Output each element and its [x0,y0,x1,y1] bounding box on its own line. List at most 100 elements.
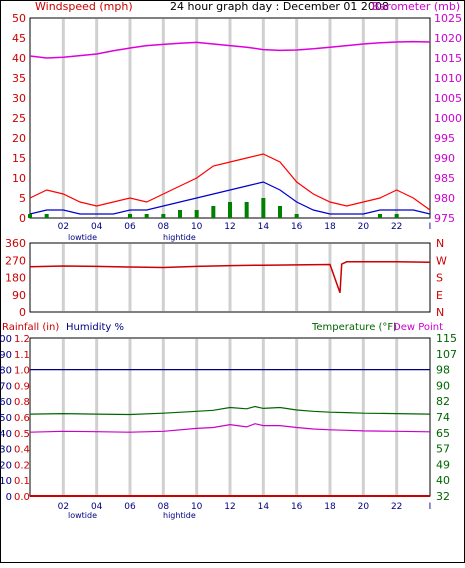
temperature-y-tick-label: 40 [436,474,450,487]
barometer-y-tick-label: 1020 [434,32,462,45]
wind-speed-axis-label: Windspeed (mph) [35,0,133,13]
compass-tick-label: S [436,272,443,285]
barometer-y-tick-label: 995 [434,132,455,145]
wind-gust-bar [261,198,266,218]
temperature-y-tick-label: 115 [436,332,457,345]
x-tick-label: 10 [191,222,203,232]
humidity-y-tick-label: 100 [0,334,12,345]
rainfall-y-tick-label: 1.0 [14,366,30,377]
direction-y-tick-label: 270 [5,254,26,267]
temperature-y-tick-label: 98 [436,364,450,377]
humidity-y-tick-label: 50 [0,413,12,424]
rainfall-y-tick-label: 0.0 [14,492,30,503]
tide-label-lowtide-2: lowtide [68,511,97,520]
rainfall-y-tick-label: 0.4 [14,445,30,456]
barometer-axis-label: Barometer (mb) [372,0,460,13]
barometer-y-tick-label: 980 [434,192,455,205]
humidity-y-tick-label: 10 [0,476,12,487]
humidity-y-tick-label: 20 [0,460,12,471]
direction-y-tick-label: 90 [12,289,26,302]
wind-y-tick-label: 45 [12,32,26,45]
humidity-y-tick-label: 40 [0,429,12,440]
temperature-y-tick-label: 32 [436,490,450,503]
chart-title: 24 hour graph day : December 01 2008 [170,0,389,13]
x-tick-label: 22 [391,502,402,512]
rainfall-y-tick-label: 0.6 [14,413,30,424]
humidity-y-tick-label: 70 [0,381,12,392]
x-tick-label: 18 [324,502,336,512]
x-tick-label: 06 [124,502,136,512]
rainfall-y-tick-label: 0.5 [14,429,30,440]
wind-y-tick-label: 15 [12,152,26,165]
rainfall-y-tick-label: 0.1 [14,476,30,487]
barometer-y-tick-label: 1010 [434,72,462,85]
temperature-y-tick-label: 57 [436,443,450,456]
barometer-y-tick-label: 1005 [434,92,462,105]
humidity-y-tick-label: 80 [0,366,12,377]
barometer-y-tick-label: 1015 [434,52,462,65]
rainfall-y-tick-label: 0.8 [14,397,30,408]
rainfall-axis-label: Rainfall (in) [2,322,59,333]
wind-gust-bar [378,214,382,218]
wind-speed-line [29,153,431,211]
wind-direction-line [29,261,431,294]
compass-tick-label: N [436,237,444,250]
x-tick-label: 20 [358,222,370,232]
x-tick-label: 02 [58,502,69,512]
x-tick-label: I [429,502,432,512]
wind-y-tick-label: 25 [12,112,26,125]
wind-gust-bar [294,214,299,218]
rainfall-y-tick-label: 1.2 [14,334,30,345]
wind-y-tick-label: 20 [12,132,26,145]
temperature-line [29,405,431,416]
rainfall-y-tick-label: 1.1 [14,350,30,361]
x-tick-label: 10 [191,502,203,512]
wind-gust-bar [144,214,149,218]
barometer-y-tick-label: 975 [434,212,455,225]
x-tick-label: 16 [291,502,303,512]
x-tick-label: 20 [358,502,370,512]
wind-gust-bar [128,214,132,218]
dew-point-line [29,423,431,433]
wind-y-tick-label: 5 [19,192,26,205]
humidity-axis-label: Humidity % [66,322,124,333]
x-tick-label: 18 [324,222,336,232]
x-tick-label: 08 [158,502,170,512]
compass-tick-label: W [436,254,447,267]
humidity-y-tick-label: 90 [0,350,12,361]
wind-gust-bar [228,202,232,218]
wind-gust-bar [194,210,199,218]
x-tick-label: I [429,222,432,232]
wind-y-tick-label: 0 [19,212,26,225]
barometer-y-tick-label: 985 [434,172,455,185]
wind-gust-bar [178,210,182,218]
dew-point-axis-label: Dew Point [393,322,443,333]
x-tick-label: 16 [291,222,303,232]
wind-average-line [29,181,431,215]
temperature-y-tick-label: 82 [436,395,450,408]
wind-gust-bar [278,206,282,218]
temperature-y-tick-label: 107 [436,348,457,361]
barometer-y-tick-label: 990 [434,152,455,165]
direction-y-tick-label: 180 [5,272,26,285]
barometer-line [29,40,431,59]
tide-label-lowtide-1: lowtide [68,233,97,242]
x-tick-label: 12 [224,222,235,232]
wind-gust-bar [244,202,249,218]
temperature-y-tick-label: 49 [436,458,450,471]
temperature-y-tick-label: 65 [436,427,450,440]
humidity-y-tick-label: 0 [6,492,12,503]
x-tick-label: 06 [124,222,136,232]
barometer-y-tick-label: 1000 [434,112,462,125]
wind-gust-bar [44,214,49,218]
x-tick-label: 08 [158,222,170,232]
tide-label-hightide-1: hightide [163,233,196,242]
wind-y-tick-label: 50 [12,12,26,25]
wind-gust-bar [394,214,399,218]
wind-gust-bar [211,206,216,218]
compass-tick-label: E [436,289,443,302]
temperature-y-tick-label: 90 [436,379,450,392]
humidity-y-tick-label: 60 [0,397,12,408]
